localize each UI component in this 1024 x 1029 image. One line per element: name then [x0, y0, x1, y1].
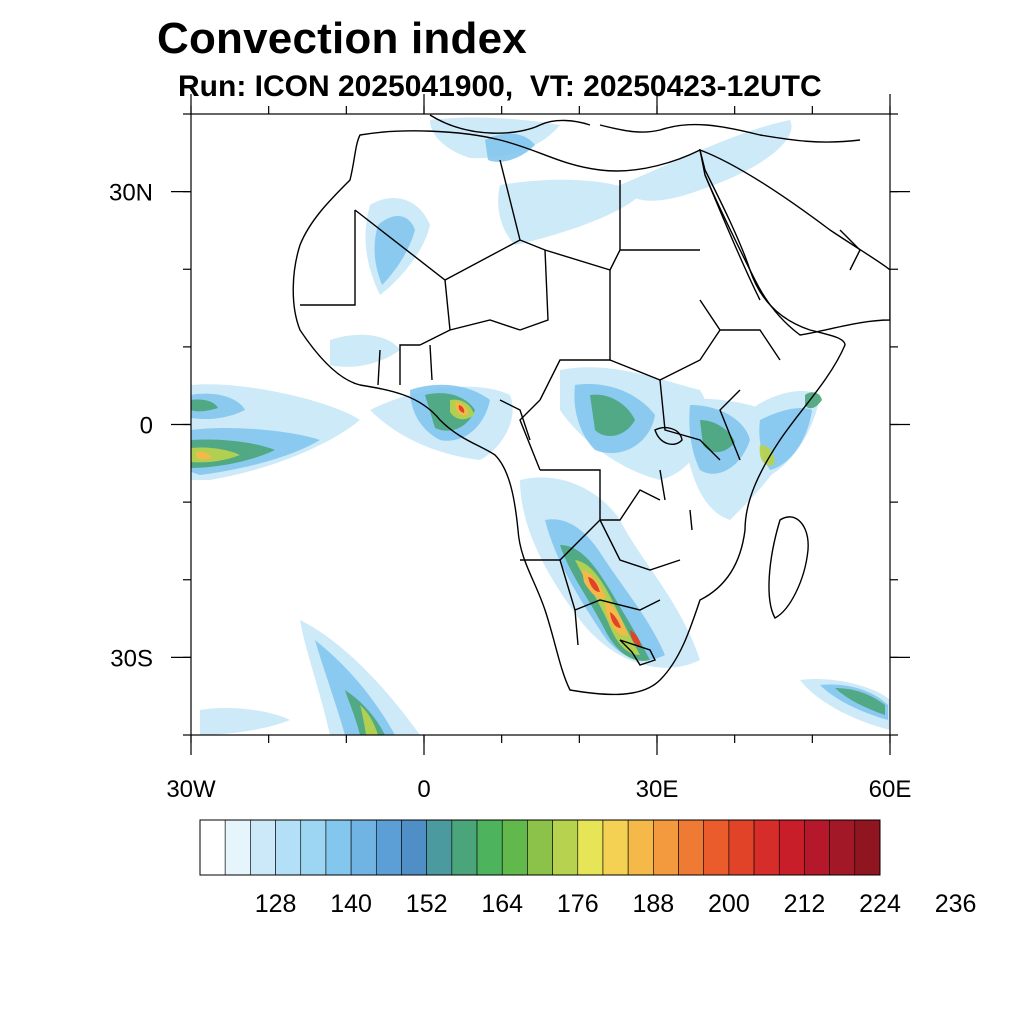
- colorbar-swatch: [250, 819, 276, 876]
- colorbar-swatch: [804, 819, 830, 876]
- colorbar-label: 128: [255, 890, 297, 918]
- colorbar-swatch: [451, 819, 478, 876]
- colorbar-swatch: [753, 819, 780, 876]
- colorbar-label: 224: [859, 890, 901, 918]
- colorbar-label: 140: [330, 890, 372, 918]
- map-axes: 30W 0 30E 60E 30N 0 30S: [109, 94, 911, 803]
- colorbar-swatch: [778, 819, 805, 876]
- lon-tick-label: 30E: [636, 776, 679, 803]
- colorbar-swatch: [224, 819, 251, 876]
- lat-tick-label: 0: [140, 413, 153, 440]
- colorbar-swatch: [401, 819, 427, 876]
- colorbar-label: 212: [784, 890, 826, 918]
- coastline-borders: [292, 114, 890, 696]
- colorbar-swatch: [653, 819, 679, 876]
- colorbar-swatch: [552, 819, 579, 876]
- colorbar-swatch: [325, 819, 352, 876]
- colorbar-outline: [199, 819, 881, 876]
- colorbar-swatch: [527, 819, 553, 876]
- convection-field: [191, 117, 890, 735]
- lon-tick-label: 30W: [166, 776, 216, 803]
- colorbar-label: 152: [406, 890, 448, 918]
- colorbar-swatch: [476, 819, 503, 876]
- chart-title: Convection index: [157, 14, 527, 63]
- lat-tick-label: 30S: [110, 645, 153, 672]
- colorbar-label: 236: [935, 890, 977, 918]
- colorbar-swatch: [426, 819, 453, 876]
- colorbar-label: 164: [481, 890, 523, 918]
- colorbar-swatch: [829, 819, 856, 876]
- colorbar-label: 200: [708, 890, 750, 918]
- colorbar-swatch: [350, 819, 377, 876]
- colorbar-label: 176: [557, 890, 599, 918]
- lon-tick-label: 0: [417, 776, 430, 803]
- colorbar-swatch: [627, 819, 654, 876]
- colorbar-swatch: [577, 819, 604, 876]
- colorbar-swatch: [703, 819, 730, 876]
- colorbar-label: 188: [632, 890, 674, 918]
- lon-tick-label: 60E: [869, 776, 912, 803]
- colorbar-swatch: [275, 819, 302, 876]
- colorbar-swatch: [728, 819, 755, 876]
- colorbar-swatch: [602, 819, 629, 876]
- colorbar: 128 140 152 164 176 188 200 212 224 236: [199, 819, 977, 918]
- chart-subtitle: Run: ICON 2025041900, VT: 20250423-12UTC: [178, 70, 822, 103]
- colorbar-swatch: [501, 819, 528, 876]
- colorbar-swatch: [375, 819, 402, 876]
- lat-tick-label: 30N: [109, 180, 153, 207]
- colorbar-swatch: [678, 819, 705, 876]
- colorbar-swatch: [854, 819, 881, 876]
- colorbar-swatch: [199, 819, 226, 876]
- colorbar-swatch: [300, 819, 327, 876]
